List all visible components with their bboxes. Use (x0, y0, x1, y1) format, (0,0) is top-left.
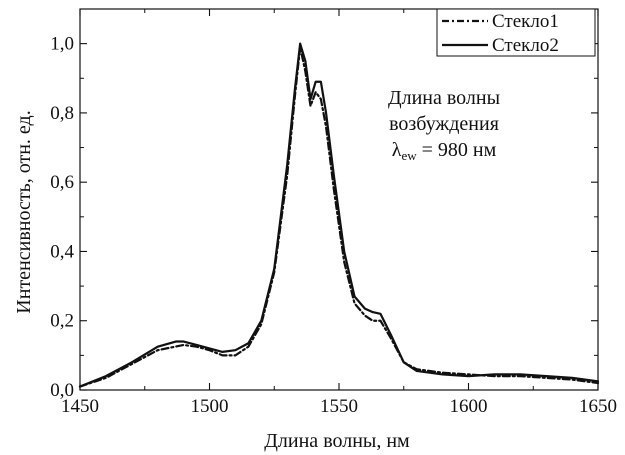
x-tick-label: 1650 (579, 396, 617, 417)
y-axis-label: Интенсивность, отн. ед. (13, 110, 35, 313)
lambda-subscript: ew (401, 148, 417, 163)
legend-box (436, 8, 596, 57)
x-tick-label: 1550 (320, 396, 358, 417)
y-tick-label: 0,6 (50, 172, 74, 193)
y-tick-label: 0,2 (50, 311, 74, 332)
series-line-1 (78, 46, 600, 388)
y-tick-label: 1,0 (50, 34, 74, 55)
annotation-line-3: λew = 980 нм (392, 139, 497, 163)
tick-group: 1450 1500 1550 1600 1650 0,0 0,2 0,4 0,6 0,8 1,0 (50, 8, 617, 417)
series-line-2 (78, 42, 600, 388)
plot-area (79, 8, 599, 391)
annotation-line-1: Длина волны (388, 87, 500, 109)
x-tick-label: 1450 (61, 396, 99, 417)
y-tick-label: 0,4 (50, 241, 74, 262)
x-tick-label: 1600 (450, 396, 488, 417)
x-axis-label: Длина волны, нм (264, 430, 410, 452)
plot-border (79, 8, 599, 391)
annotation: Длина волны возбуждения λew = 980 нм (388, 87, 500, 163)
legend: Стекло1 Стекло2 (436, 8, 596, 57)
y-tick-label: 0,0 (50, 380, 74, 401)
legend-label-series-1: Стекло1 (492, 11, 559, 32)
lambda-symbol: λ (392, 139, 402, 161)
x-tick-label: 1500 (191, 396, 229, 417)
wavelength-value: = 980 нм (417, 139, 497, 161)
y-tick-label: 0,8 (50, 103, 74, 124)
series-group (78, 42, 600, 388)
legend-label-series-2: Стекло2 (492, 35, 559, 56)
annotation-line-2: возбуждения (389, 113, 499, 135)
